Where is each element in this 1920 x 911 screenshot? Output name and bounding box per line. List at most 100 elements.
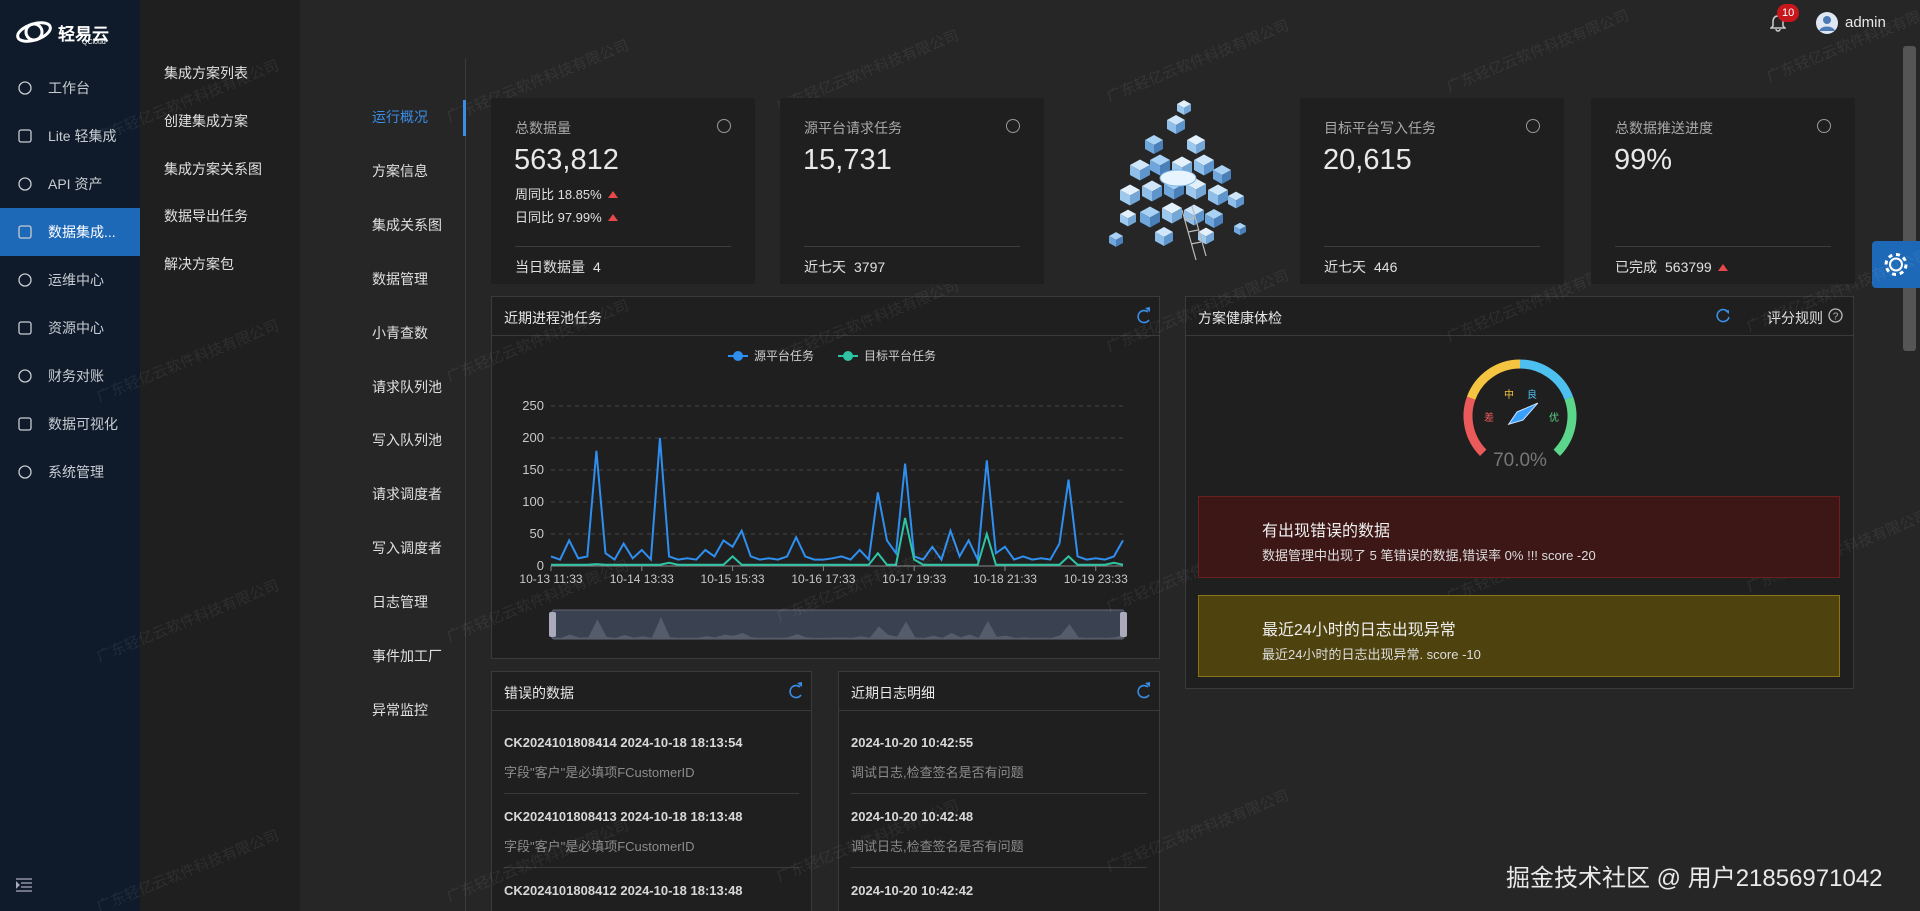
tab[interactable]: 事件加工厂 bbox=[372, 648, 442, 664]
footer-label: 近七天 bbox=[804, 259, 846, 275]
cube-right bbox=[1196, 140, 1205, 154]
panel-header: 近期进程池任务 bbox=[492, 297, 1159, 336]
card-divider bbox=[804, 246, 1020, 247]
submenu-item[interactable]: 集成方案列表 bbox=[164, 65, 248, 81]
card-footer: 当日数据量 4 bbox=[515, 257, 601, 277]
menu-item[interactable]: 资源中心 bbox=[48, 320, 104, 336]
process-panel: 近期进程池任务 bbox=[491, 296, 1160, 659]
cube-right bbox=[1130, 190, 1140, 206]
panel-header: 方案健康体检 评分规则 ? bbox=[1186, 297, 1853, 336]
tab[interactable]: 写入调度者 bbox=[372, 540, 442, 557]
tab[interactable]: 请求调度者 bbox=[372, 486, 442, 503]
menu-item[interactable]: 数据集成... bbox=[0, 208, 140, 256]
series-line bbox=[551, 517, 1124, 566]
alert: 有出现错误的数据 数据管理中出现了 5 笔错误的数据,错误率 0% !!! sco… bbox=[1198, 496, 1840, 578]
stat-card: 总数据推送进度 99% 已完成 563799 bbox=[1591, 98, 1855, 284]
gauge-arc bbox=[1553, 396, 1577, 456]
menu-item[interactable]: 财务对账 bbox=[48, 368, 104, 384]
tab[interactable]: 运行概况 bbox=[372, 109, 428, 125]
submenu-item[interactable]: 创建集成方案 bbox=[164, 112, 248, 129]
tab[interactable]: 方案信息 bbox=[372, 162, 428, 179]
list-desc: 调试日志,检查签名是否有问题 bbox=[851, 765, 1024, 780]
info-icon[interactable] bbox=[1006, 119, 1020, 133]
cube-right bbox=[1176, 120, 1185, 134]
cube-right bbox=[1206, 232, 1214, 245]
collapse-icon[interactable] bbox=[16, 878, 32, 892]
tab[interactable]: 请求队列池 bbox=[372, 378, 442, 395]
tab[interactable]: 小青查数 bbox=[372, 324, 428, 341]
gauge-arc bbox=[1519, 359, 1574, 400]
user-name[interactable]: admin bbox=[1845, 14, 1886, 31]
gauge-arc bbox=[1466, 359, 1521, 400]
slider-preview bbox=[552, 617, 1124, 639]
cube-top bbox=[1187, 135, 1205, 145]
menu-item[interactable]: API 资产 bbox=[48, 176, 103, 192]
footer-value: 446 bbox=[1374, 259, 1398, 275]
menu-icon bbox=[18, 321, 32, 335]
errors-panel: 错误的数据 CK2024101808414 2024-10-18 18:13:5… bbox=[491, 671, 812, 911]
tab[interactable]: 数据管理 bbox=[372, 270, 428, 287]
notification-badge: 10 bbox=[1777, 4, 1800, 22]
list-divider bbox=[504, 867, 799, 868]
menu-item[interactable]: 系统管理 bbox=[48, 464, 104, 480]
menu-item[interactable]: 工作台 bbox=[48, 80, 90, 96]
info-icon[interactable] bbox=[1817, 119, 1831, 133]
submenu-item[interactable]: 解决方案包 bbox=[164, 256, 234, 273]
stat-card: 源平台请求任务 15,731 近七天 3797 bbox=[780, 98, 1044, 284]
alert: 最近24小时的日志出现异常 最近24小时的日志出现异常. score -10 bbox=[1198, 595, 1840, 677]
stat-card: 总数据量 563,812 当日数据量 4 周同比 18.85% 日同比 97.99% bbox=[491, 98, 755, 284]
logs-panel: 近期日志明细 2024-10-20 10:42:55 调试日志,检查签名是否有问题… bbox=[838, 671, 1160, 911]
x-tick-label: 10-15 15:33 bbox=[701, 572, 765, 586]
menu-item[interactable]: 运维中心 bbox=[48, 272, 104, 288]
up-arrow bbox=[607, 214, 618, 221]
cube-left bbox=[1109, 236, 1116, 247]
legend-dot bbox=[843, 351, 853, 361]
panel-title: 近期日志明细 bbox=[851, 685, 935, 701]
info-icon[interactable] bbox=[717, 119, 731, 133]
x-tick-label: 10-13 11:33 bbox=[519, 572, 582, 586]
cube-right bbox=[1154, 140, 1163, 154]
cube-left bbox=[1187, 140, 1196, 154]
rules-link[interactable]: 评分规则 bbox=[1767, 310, 1823, 326]
tab[interactable]: 写入队列池 bbox=[372, 432, 442, 449]
refresh-arrow bbox=[1145, 682, 1150, 687]
cube-right bbox=[1204, 160, 1214, 176]
submenu: 集成方案列表 创建集成方案 集成方案关系图 数据导出任务 解决方案包 bbox=[140, 0, 300, 911]
cube-top bbox=[1145, 135, 1163, 145]
cube-right bbox=[1184, 104, 1191, 115]
submenu-item[interactable]: 数据导出任务 bbox=[164, 208, 248, 225]
x-tick-label: 10-14 13:33 bbox=[610, 572, 674, 586]
panel-header: 近期日志明细 bbox=[839, 672, 1159, 711]
brand-name: 轻易云 bbox=[58, 25, 109, 44]
help-icon[interactable]: ? bbox=[1828, 308, 1843, 323]
menu-item[interactable]: 数据可视化 bbox=[48, 416, 118, 432]
refresh-icon bbox=[789, 684, 802, 699]
ladder bbox=[1181, 205, 1207, 261]
list-divider bbox=[851, 867, 1147, 868]
panel-title: 错误的数据 bbox=[504, 685, 574, 701]
menu-item[interactable]: Lite 轻集成 bbox=[48, 128, 117, 144]
gauge-arc bbox=[1463, 396, 1487, 456]
cube-right bbox=[1222, 170, 1231, 184]
cube-left bbox=[1120, 214, 1128, 227]
refresh-icon[interactable] bbox=[1716, 308, 1731, 323]
legend-label: 源平台任务 bbox=[754, 348, 814, 363]
settings-button[interactable] bbox=[1872, 241, 1920, 288]
card-divider bbox=[1615, 246, 1831, 247]
card-value: 15,731 bbox=[803, 144, 892, 176]
tab[interactable]: 日志管理 bbox=[372, 594, 428, 611]
cube-top bbox=[1213, 165, 1231, 175]
cube-left bbox=[1213, 170, 1222, 184]
submenu-item[interactable]: 集成方案关系图 bbox=[164, 160, 262, 177]
avatar[interactable] bbox=[1815, 11, 1839, 35]
brand-sub: QCloud bbox=[82, 39, 106, 46]
gauge-level: 良 bbox=[1527, 388, 1537, 401]
cube-left bbox=[1186, 184, 1196, 200]
menu-icon bbox=[18, 177, 32, 191]
tab[interactable]: 集成关系图 bbox=[372, 216, 442, 233]
logo bbox=[16, 21, 52, 43]
gauge-level: 差 bbox=[1484, 411, 1494, 424]
cube-top bbox=[1205, 209, 1223, 219]
tab[interactable]: 异常监控 bbox=[372, 701, 428, 718]
info-icon[interactable] bbox=[1526, 119, 1540, 133]
